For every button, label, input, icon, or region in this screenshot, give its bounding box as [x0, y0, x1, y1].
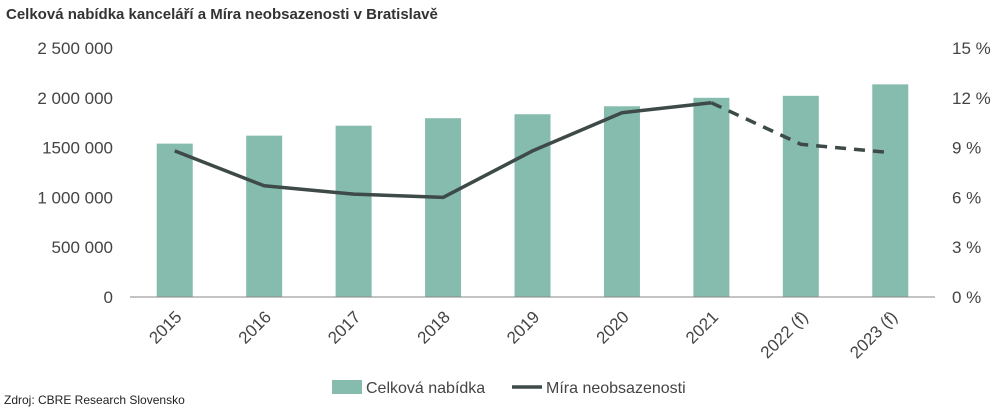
line-dashed — [710, 101, 891, 155]
left-axis-tick-label: 1500 000 — [42, 139, 113, 158]
bar — [246, 135, 283, 297]
bar — [872, 84, 909, 297]
line-series — [174, 101, 891, 200]
legend-swatch-bar — [332, 380, 362, 394]
x-tick-label: 2017 — [324, 307, 364, 347]
chart-title: Celková nabídka kanceláří a Míra neobsaz… — [6, 6, 438, 23]
x-tick-label: 2019 — [503, 307, 543, 347]
x-tick-label: 2023 (f) — [846, 307, 901, 362]
bar — [782, 95, 819, 297]
x-tick-label: 2022 (f) — [757, 307, 812, 362]
right-axis-tick-label: 15 % — [952, 39, 991, 58]
x-tick-label: 2015 — [145, 307, 185, 347]
right-axis-tick-label: 0 % — [952, 288, 981, 307]
x-tick-label: 2021 — [682, 307, 722, 347]
legend-label-line: Míra neobsazenosti — [546, 380, 686, 397]
bar — [693, 97, 730, 297]
x-tick-label: 2020 — [593, 307, 633, 347]
source-note: Zdroj: CBRE Research Slovensko — [4, 393, 185, 407]
bar — [335, 125, 372, 297]
left-axis-tick-label: 1 000 000 — [37, 188, 113, 207]
legend: Celková nabídka Míra neobsazenosti — [332, 380, 686, 397]
left-axis-tick-label: 2 000 000 — [37, 89, 113, 108]
line-solid — [174, 101, 712, 200]
left-axis-tick-label: 2 500 000 — [37, 39, 113, 58]
bar-series — [156, 84, 909, 298]
right-axis-tick-label: 12 % — [952, 89, 991, 108]
x-tick-label: 2016 — [235, 307, 275, 347]
axes: 0 500 000 1 000 000 1500 000 2 000 000 2 500 … — [37, 39, 990, 307]
legend-label-bar: Celková nabídka — [366, 380, 485, 397]
bar — [156, 143, 193, 297]
right-axis-tick-label: 9 % — [952, 139, 981, 158]
left-axis-tick-label: 0 — [104, 288, 113, 307]
left-axis-tick-label: 500 000 — [52, 238, 113, 257]
bar — [603, 106, 640, 298]
bar — [425, 118, 462, 297]
right-axis-tick-label: 6 % — [952, 188, 981, 207]
x-tick-label: 2018 — [414, 307, 454, 347]
right-axis-tick-label: 3 % — [952, 238, 981, 257]
x-tick-labels: 2015 2016 2017 2018 2019 2020 2021 2022 (f) 2023… — [145, 307, 901, 362]
bar — [514, 114, 551, 297]
